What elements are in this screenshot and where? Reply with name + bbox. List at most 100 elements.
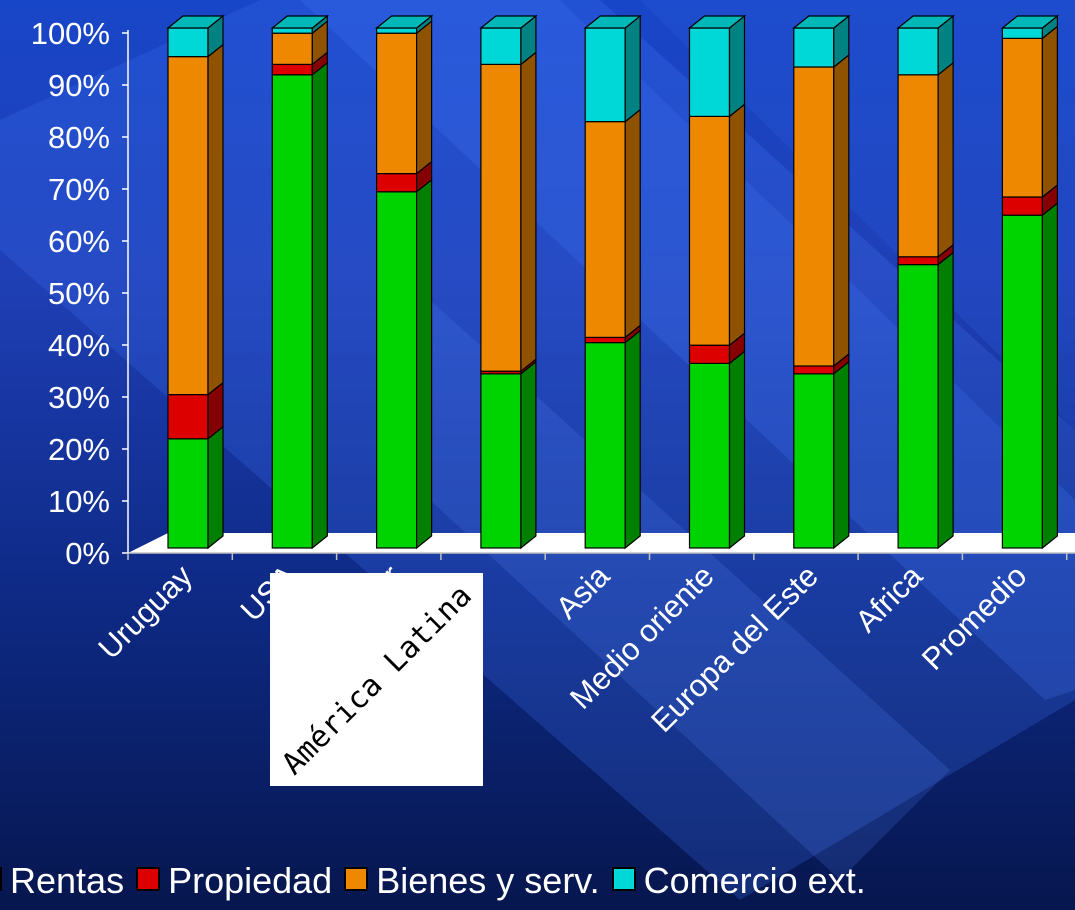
category-label: Uruguay (91, 558, 199, 666)
bar-side (728, 350, 746, 550)
bar-top (374, 15, 434, 29)
legend-swatch (344, 867, 369, 891)
bar-face (1001, 27, 1044, 39)
bar-side (624, 14, 641, 123)
bar-segment (584, 108, 641, 339)
bar-face (167, 27, 209, 58)
bar-segment (271, 61, 328, 550)
bar-segment (479, 14, 538, 66)
bar-face (376, 191, 418, 549)
bar-segment (376, 19, 433, 175)
y-axis: 0% 10% 20% 30% 40% 50% 60% 70% 80% 90% 100% (31, 16, 1068, 571)
bar-side (520, 360, 537, 550)
legend-item: Bienes y serv. (344, 860, 600, 902)
bar-face (688, 27, 731, 118)
bar-face (271, 74, 313, 549)
bar-face (167, 438, 209, 549)
bar-segment (583, 14, 642, 123)
overlay-label: América Latina (274, 577, 479, 782)
bar-side (207, 43, 224, 396)
bar-face (688, 115, 731, 346)
bar-face (688, 362, 731, 549)
legend-label: Rentas (10, 860, 125, 901)
bar-segment (897, 251, 954, 550)
bar-segment (688, 350, 746, 550)
bar-side (624, 329, 641, 550)
bar-stack (1000, 14, 1060, 550)
bar-stack (896, 14, 955, 550)
bar-top (896, 15, 955, 29)
legend-swatch (611, 867, 636, 891)
bar-face (167, 394, 209, 440)
bar-side (728, 103, 746, 347)
category-label: Asia (549, 558, 617, 626)
category-label: Promedio (915, 558, 1034, 677)
bar-face (1001, 196, 1044, 216)
bar-face (584, 336, 626, 344)
bar-face (480, 27, 522, 66)
bar-side (311, 61, 328, 550)
bar-face (793, 66, 835, 367)
bar-top (479, 15, 538, 29)
legend-item: Propiedad (136, 860, 332, 902)
bar-side (520, 51, 537, 373)
bar-face (376, 173, 418, 193)
bar-segment (270, 14, 330, 35)
bar-top (270, 15, 330, 29)
legend-item: Rentas (0, 860, 124, 902)
bar-stack (270, 14, 330, 550)
legend-label: Comercio ext. (643, 860, 866, 901)
legend-swatch (136, 867, 161, 891)
bar-segment (897, 61, 954, 259)
bar-segment (167, 43, 224, 396)
bar-segment (1000, 14, 1060, 40)
y-tick-label: 20% (48, 432, 110, 467)
bar-face (897, 256, 939, 266)
bar-top (792, 15, 851, 29)
bars (166, 14, 1060, 550)
y-tick-label: 100% (31, 16, 110, 51)
y-tick-label: 50% (48, 276, 110, 311)
bar-segment (1001, 201, 1059, 550)
bar-side (833, 53, 850, 368)
bar-top (583, 15, 642, 29)
y-tick-label: 60% (48, 224, 110, 259)
bar-stack (479, 14, 538, 550)
bar-face (793, 365, 835, 375)
bar-face (271, 27, 313, 34)
legend-swatch (0, 867, 2, 891)
bar-segment (166, 14, 225, 58)
bar-segment (896, 14, 955, 77)
bar-stack (792, 14, 851, 550)
bar-face (376, 32, 418, 175)
bar-segment (1001, 25, 1059, 199)
bar-face (271, 63, 313, 76)
bar-side (937, 61, 954, 259)
bar-face (584, 27, 626, 123)
y-tick-label: 10% (48, 484, 110, 519)
bar-segment (584, 329, 641, 550)
y-tick-label: 70% (48, 172, 110, 207)
bar-top (687, 15, 747, 29)
bar-face (480, 373, 522, 549)
bar-segment (793, 53, 850, 368)
bar-face (271, 32, 313, 66)
bar-stack (374, 14, 434, 550)
bar-face (167, 55, 209, 396)
y-tick-label: 90% (48, 68, 110, 103)
bar-face (584, 120, 626, 339)
bar-face (376, 27, 418, 34)
bar-face (793, 373, 835, 549)
bar-stack (687, 14, 747, 550)
y-tick-label: 40% (48, 328, 110, 363)
category-label-overlay: América Latina (270, 573, 483, 786)
bar-stack (583, 14, 642, 550)
bar-side (937, 251, 954, 550)
bar-top (166, 15, 225, 29)
bar-segment (688, 103, 746, 347)
bar-side (728, 14, 746, 118)
bar-face (897, 264, 939, 549)
bar-side (833, 360, 850, 550)
bar-face (897, 27, 939, 76)
